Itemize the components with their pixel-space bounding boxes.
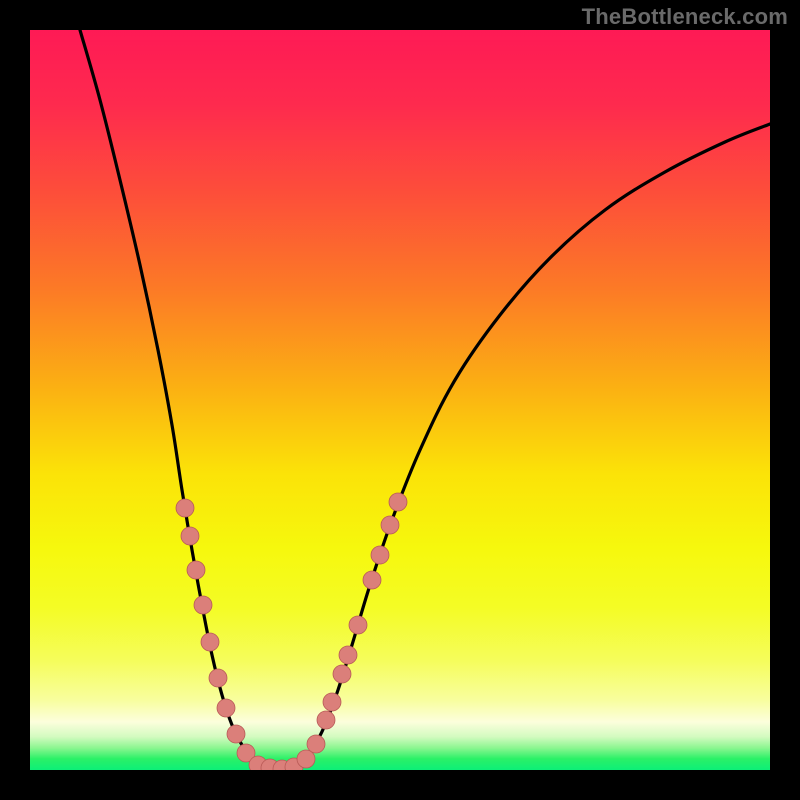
data-point (201, 633, 219, 651)
data-point (209, 669, 227, 687)
data-point (317, 711, 335, 729)
data-point (297, 750, 315, 768)
plot-area (30, 30, 770, 770)
data-point (381, 516, 399, 534)
chart-frame: TheBottleneck.com (0, 0, 800, 800)
gradient-background (30, 30, 770, 770)
data-point (339, 646, 357, 664)
data-point (363, 571, 381, 589)
data-point (307, 735, 325, 753)
data-point (333, 665, 351, 683)
data-point (349, 616, 367, 634)
data-point (181, 527, 199, 545)
data-point (227, 725, 245, 743)
chart-svg (30, 30, 770, 770)
data-point (176, 499, 194, 517)
data-point (217, 699, 235, 717)
data-point (194, 596, 212, 614)
data-point (323, 693, 341, 711)
watermark-text: TheBottleneck.com (582, 4, 788, 30)
data-point (389, 493, 407, 511)
data-point (371, 546, 389, 564)
data-point (187, 561, 205, 579)
